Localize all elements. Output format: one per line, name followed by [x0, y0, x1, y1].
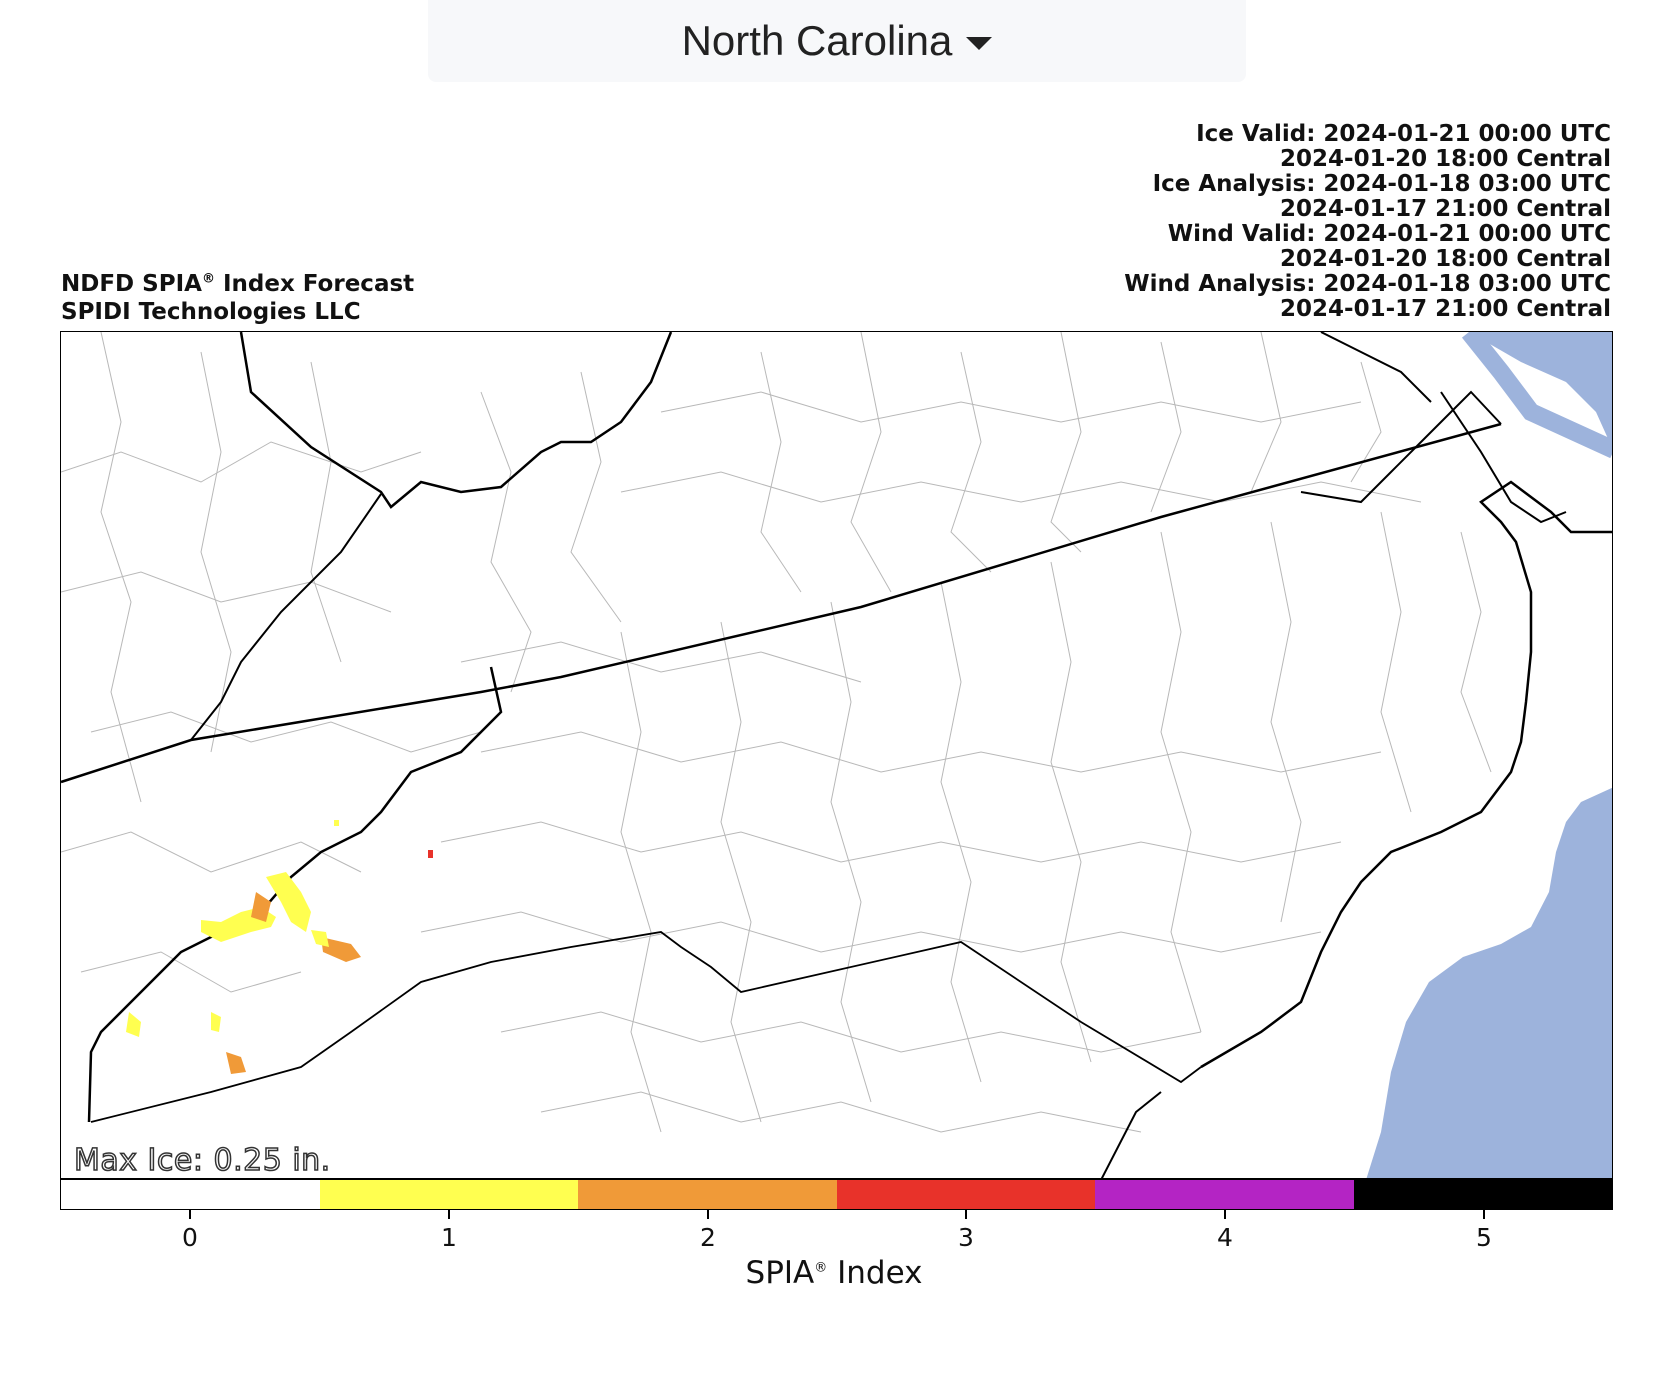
- colorbar-segment: [319, 1180, 578, 1209]
- colorbar-tick-label: 5: [1476, 1223, 1492, 1252]
- time-line: Ice Valid: 2024-01-21 00:00 UTC: [1196, 121, 1611, 147]
- colorbar-tick-label: 0: [182, 1223, 198, 1252]
- spia-colorbar: [60, 1179, 1613, 1210]
- colorbar-tick: [189, 1210, 191, 1219]
- max-ice-label: Max Ice: 0.25 in.: [73, 1142, 331, 1179]
- colorbar-label-text: SPIA: [745, 1255, 815, 1291]
- valid-times: Ice Valid: 2024-01-21 00:00 UTC 2024-01-…: [1124, 122, 1611, 322]
- map-title-line2: SPIDI Technologies LLC: [61, 299, 361, 325]
- colorbar-tick: [965, 1210, 967, 1219]
- region-selector[interactable]: North Carolina: [428, 0, 1246, 82]
- colorbar-tick: [707, 1210, 709, 1219]
- time-line: 2024-01-17 21:00 Central: [1280, 296, 1611, 322]
- region-selector-label: North Carolina: [681, 17, 953, 64]
- ice-areas: [126, 820, 433, 1074]
- ocean-edge: [1461, 332, 1612, 459]
- ocean-area: [1366, 332, 1612, 1178]
- colorbar-segment: [836, 1180, 1095, 1209]
- map-canvas: [61, 332, 1612, 1178]
- colorbar-tick: [1483, 1210, 1485, 1219]
- registered-mark: ®: [201, 271, 215, 287]
- time-line: 2024-01-20 18:00 Central: [1280, 246, 1611, 272]
- colorbar-segment: [578, 1180, 837, 1209]
- colorbar-tick: [448, 1210, 450, 1219]
- state-borders: [61, 332, 1612, 1178]
- colorbar-ticks: 0 1 2 3 4 5: [60, 1210, 1613, 1270]
- colorbar-tick-label: 1: [441, 1223, 457, 1252]
- colorbar-segment: [1353, 1180, 1612, 1209]
- caret-down-icon[interactable]: [966, 36, 993, 50]
- time-line: Wind Analysis: 2024-01-18 03:00 UTC: [1124, 271, 1611, 297]
- time-line: Ice Analysis: 2024-01-18 03:00 UTC: [1152, 171, 1611, 197]
- map-title-line1-rest: Index Forecast: [214, 271, 415, 297]
- map-title-line1: NDFD SPIA: [61, 271, 202, 297]
- time-line: 2024-01-20 18:00 Central: [1280, 146, 1611, 172]
- forecast-map: [60, 331, 1613, 1179]
- colorbar-tick-label: 2: [700, 1223, 716, 1252]
- time-line: 2024-01-17 21:00 Central: [1280, 196, 1611, 222]
- map-title: NDFD SPIA® Index Forecast SPIDI Technolo…: [61, 270, 414, 326]
- colorbar-tick-label: 3: [958, 1223, 974, 1252]
- colorbar-tick: [1224, 1210, 1226, 1219]
- colorbar-segment: [61, 1180, 320, 1209]
- time-line: Wind Valid: 2024-01-21 00:00 UTC: [1167, 221, 1611, 247]
- colorbar-label: SPIA® Index: [0, 1255, 1668, 1291]
- registered-mark: ®: [814, 1260, 828, 1276]
- colorbar-label-rest: Index: [827, 1255, 923, 1291]
- colorbar-tick-label: 4: [1217, 1223, 1233, 1252]
- county-lines: [61, 332, 1492, 1133]
- colorbar-segment: [1095, 1180, 1354, 1209]
